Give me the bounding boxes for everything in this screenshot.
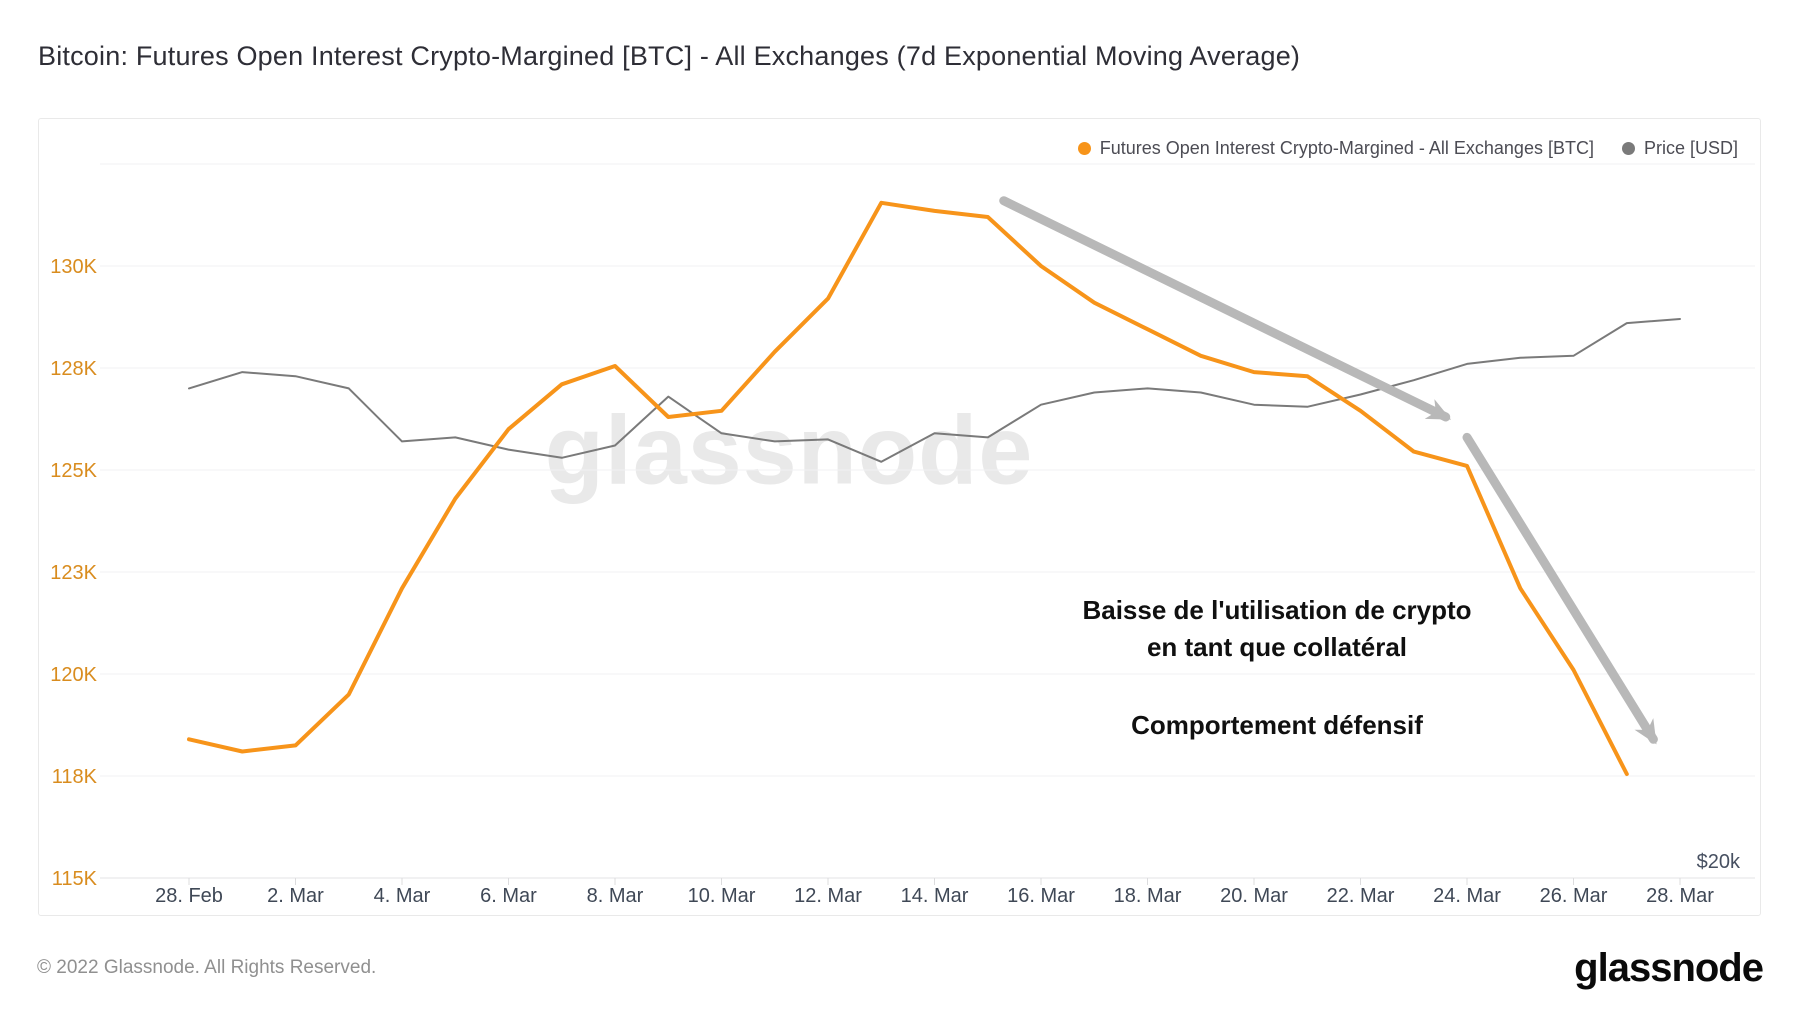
annotation-arrow-1: [999, 196, 1452, 422]
x-axis-tick-label: 6. Mar: [480, 885, 537, 907]
x-axis-tick-label: 24. Mar: [1433, 885, 1501, 907]
x-axis-tick-label: 8. Mar: [587, 885, 644, 907]
annotation-line-3: Comportement défensif: [1131, 710, 1423, 740]
legend-label-price: Price [USD]: [1643, 138, 1738, 158]
x-axis-tick-label: 12. Mar: [794, 885, 862, 907]
x-axis-tick-label: 14. Mar: [901, 885, 969, 907]
x-axis-tick-label: 2. Mar: [267, 885, 324, 907]
y-axis-tick-label: 115K: [52, 868, 98, 890]
x-axis-tick-label: 26. Mar: [1540, 885, 1608, 907]
price-dot-icon: [1621, 142, 1635, 155]
series-line-open-interest: [187, 200, 1629, 776]
legend-item-open-interest: Futures Open Interest Crypto-Margined - …: [1077, 138, 1594, 159]
x-axis-tick-label: 10. Mar: [688, 885, 756, 907]
y-axis-tick-label: 128K: [50, 358, 97, 380]
y-axis-tick-label: 123K: [50, 562, 97, 584]
chart-panel: [38, 118, 1761, 916]
legend-label-open-interest: Futures Open Interest Crypto-Margined - …: [1099, 138, 1594, 158]
y-axis-tick-label: 120K: [50, 664, 97, 686]
y-axis-tick-label: 130K: [50, 256, 97, 278]
glassnode-logo: glassnode: [1574, 946, 1764, 990]
x-axis-tick-label: 4. Mar: [374, 885, 431, 907]
chart-legend: Futures Open Interest Crypto-Margined - …: [1077, 138, 1738, 159]
annotation-callout: Baisse de l'utilisation de crypto en tan…: [1082, 592, 1471, 744]
page-title: Bitcoin: Futures Open Interest Crypto-Ma…: [38, 41, 1301, 71]
series-line-price: [188, 318, 1681, 463]
annotation-arrow-2: [1462, 432, 1658, 745]
x-axis-tick-label: 16. Mar: [1007, 885, 1075, 907]
right-axis-price-label: $20k: [1697, 851, 1741, 873]
open-interest-dot-icon: [1077, 142, 1091, 155]
glassnode-watermark: glassnode: [544, 395, 1034, 505]
x-axis-tick-label: 28. Feb: [155, 885, 223, 907]
annotation-line-2: en tant que collatéral: [1146, 632, 1408, 662]
x-axis-tick-label: 28. Mar: [1646, 885, 1714, 907]
x-axis-tick-label: 22. Mar: [1327, 885, 1395, 907]
y-axis-tick-label: 125K: [50, 460, 97, 482]
legend-item-price: Price [USD]: [1621, 138, 1738, 159]
annotation-line-1: Baisse de l'utilisation de crypto: [1082, 595, 1472, 625]
copyright-text: © 2022 Glassnode. All Rights Reserved.: [37, 957, 377, 978]
x-axis-tick-label: 20. Mar: [1220, 885, 1288, 907]
x-axis-tick-label: 18. Mar: [1114, 885, 1182, 907]
chart-plot: 130K 128K 125K 123K 120K 118K 115K 28. Feb 2. Ma…: [50, 163, 1755, 907]
y-axis-tick-label: 118K: [52, 766, 98, 788]
